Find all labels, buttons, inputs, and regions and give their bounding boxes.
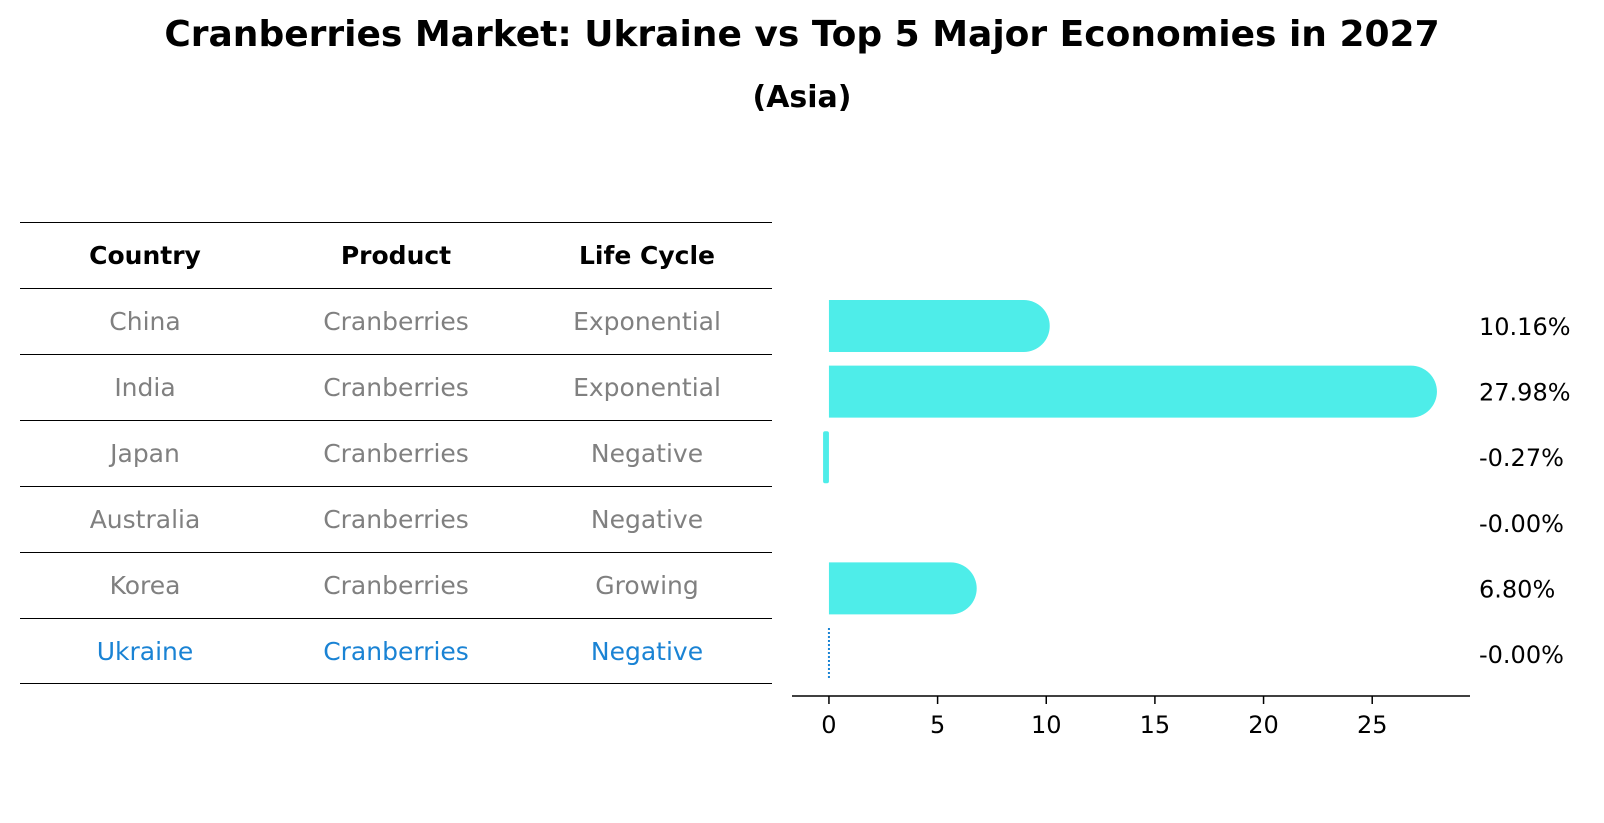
- value-label: 27.98%: [1479, 379, 1571, 407]
- cell-product: Cranberries: [323, 636, 469, 666]
- bar-china: [828, 300, 1050, 352]
- value-label: 10.16%: [1479, 313, 1571, 341]
- x-tick-label: 15: [1140, 711, 1171, 739]
- value-label: -0.00%: [1479, 510, 1564, 538]
- cell-product: Cranberries: [323, 571, 469, 600]
- bar-india: [828, 365, 1437, 418]
- cell-country: Ukraine: [96, 636, 194, 666]
- cell-country: India: [114, 373, 176, 402]
- bar-japan: [823, 431, 829, 484]
- cell-life-cycle: Negative: [590, 439, 704, 468]
- cell-country: Japan: [110, 439, 180, 468]
- value-label: -0.27%: [1479, 444, 1564, 472]
- value-label: -0.00%: [1479, 641, 1564, 669]
- cell-life-cycle: Exponential: [573, 307, 721, 336]
- header-life-cycle: Life Cycle: [578, 241, 716, 270]
- cell-life-cycle: Negative: [590, 505, 704, 534]
- table-row: Japan Cranberries Negative: [20, 420, 772, 486]
- chart-subtitle: (Asia): [752, 80, 852, 115]
- value-label: 6.80%: [1479, 575, 1555, 603]
- header-country: Country: [89, 241, 201, 270]
- cell-product: Cranberries: [323, 307, 469, 336]
- table-row: India Cranberries Exponential: [20, 354, 772, 420]
- cell-country: China: [109, 307, 181, 336]
- value-labels: 10.16% 27.98% -0.27% -0.00% 6.80% -0.00%: [1479, 313, 1571, 669]
- cell-life-cycle: Exponential: [573, 373, 721, 402]
- cell-country: Australia: [89, 505, 201, 534]
- cell-country: Korea: [109, 571, 181, 600]
- cell-product: Cranberries: [323, 439, 469, 468]
- table-row: Ukraine Cranberries Negative: [20, 618, 772, 684]
- x-tick-label: 5: [930, 711, 945, 739]
- chart-title: Cranberries Market: Ukraine vs Top 5 Maj…: [164, 14, 1440, 55]
- bar-korea: [828, 562, 977, 615]
- cell-product: Cranberries: [323, 505, 469, 534]
- table-row: Korea Cranberries Growing: [20, 552, 772, 618]
- x-tick-label: 0: [821, 711, 836, 739]
- x-axis-ticks: 0 5 10 15 20 25: [821, 696, 1387, 739]
- bars-layer: [823, 300, 1437, 680]
- cell-life-cycle: Negative: [590, 636, 704, 666]
- cell-life-cycle: Growing: [595, 571, 699, 600]
- x-tick-label: 10: [1031, 711, 1062, 739]
- x-tick-label: 25: [1357, 711, 1388, 739]
- cell-product: Cranberries: [323, 373, 469, 402]
- table-row: Australia Cranberries Negative: [20, 486, 772, 552]
- x-tick-label: 20: [1248, 711, 1279, 739]
- table-header-row: Country Product Life Cycle: [20, 222, 772, 288]
- data-table: Country Product Life Cycle China Cranber…: [20, 222, 772, 684]
- table-row: China Cranberries Exponential: [20, 288, 772, 354]
- header-product: Product: [340, 241, 452, 270]
